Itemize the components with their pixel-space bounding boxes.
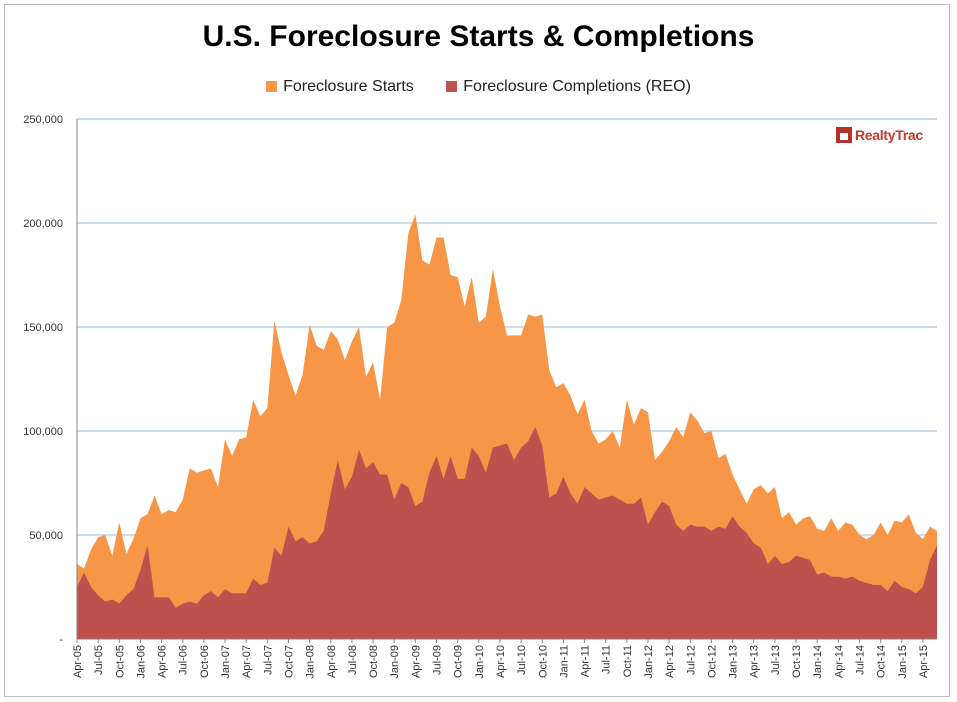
x-tick-label: Jul-10	[516, 645, 528, 675]
x-tick-label: Oct-13	[791, 645, 803, 678]
x-tick-label: Jul-14	[854, 645, 866, 675]
x-tick-label: Jul-12	[685, 645, 697, 675]
x-tick-label: Oct-12	[706, 645, 718, 678]
y-tick-label: 100,000	[23, 426, 63, 438]
house-icon	[836, 127, 852, 143]
x-tick-label: Apr-14	[833, 645, 845, 678]
x-tick-label: Oct-11	[622, 645, 634, 677]
y-tick-label: 250,000	[23, 114, 63, 126]
x-tick-label: Jul-06	[178, 645, 190, 675]
y-tick-label: 150,000	[23, 322, 63, 334]
y-tick-label: 50,000	[29, 530, 63, 542]
x-tick-label: Jan-11	[558, 645, 570, 678]
x-tick-label: Jan-14	[812, 645, 824, 679]
x-tick-label: Apr-11	[580, 645, 592, 677]
legend-swatch-starts	[266, 81, 278, 92]
x-tick-label: Apr-09	[410, 645, 422, 678]
area-foreclosure-completions	[77, 426, 937, 639]
x-tick-label: Apr-10	[495, 645, 507, 678]
x-tick-label: Oct-06	[199, 645, 211, 678]
realtytrac-logo: RealtyTrac	[836, 127, 923, 143]
x-tick-label: Jan-10	[474, 645, 486, 679]
x-tick-label: Jan-07	[220, 645, 232, 679]
x-tick-label: Oct-09	[453, 645, 465, 678]
x-tick-label: Apr-08	[326, 645, 338, 678]
x-tick-label: Jul-11	[601, 645, 613, 674]
legend-label-starts: Foreclosure Starts	[283, 78, 414, 95]
x-tick-label: Apr-15	[918, 645, 930, 678]
x-tick-label: Apr-06	[157, 645, 169, 678]
x-tick-label: Apr-12	[664, 645, 676, 678]
x-tick-label: Jan-08	[305, 645, 317, 679]
x-tick-label: Apr-13	[749, 645, 761, 678]
legend-item-completions: Foreclosure Completions (REO)	[446, 78, 691, 96]
logo-text: RealtyTrac	[855, 127, 923, 143]
legend-swatch-completions	[446, 81, 458, 92]
x-tick-label: Jan-12	[643, 645, 655, 679]
y-tick-label: -	[59, 634, 63, 646]
x-tick-label: Jul-13	[770, 645, 782, 675]
x-tick-label: Jul-07	[262, 645, 274, 675]
x-tick-label: Jul-05	[93, 645, 105, 675]
chart-legend: Foreclosure Starts Foreclosure Completio…	[0, 78, 957, 96]
x-tick-label: Jan-09	[389, 645, 401, 679]
x-tick-label: Oct-10	[537, 645, 549, 678]
x-tick-label: Jul-09	[432, 645, 444, 675]
legend-item-starts: Foreclosure Starts	[266, 78, 414, 96]
x-tick-label: Jan-06	[135, 645, 147, 679]
x-tick-label: Oct-08	[368, 645, 380, 678]
chart-title: U.S. Foreclosure Starts & Completions	[202, 20, 755, 53]
x-tick-label: Jan-13	[728, 645, 740, 679]
x-tick-label: Jan-15	[897, 645, 909, 679]
x-tick-label: Apr-05	[72, 645, 84, 678]
x-tick-label: Oct-07	[283, 645, 295, 678]
legend-label-completions: Foreclosure Completions (REO)	[463, 78, 691, 95]
x-tick-label: Oct-05	[114, 645, 126, 678]
y-tick-label: 200,000	[23, 218, 63, 230]
x-tick-label: Apr-07	[241, 645, 253, 678]
x-tick-label: Jul-08	[347, 645, 359, 675]
x-tick-label: Oct-14	[876, 645, 888, 678]
